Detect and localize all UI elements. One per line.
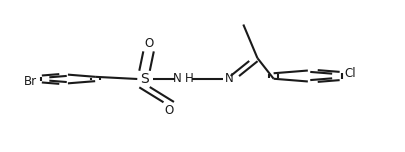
Text: N: N — [224, 73, 233, 85]
Text: Cl: Cl — [343, 67, 355, 80]
Text: O: O — [164, 104, 173, 117]
Text: Br: Br — [24, 75, 37, 88]
Text: O: O — [144, 37, 153, 50]
Text: H: H — [184, 73, 193, 85]
Text: N: N — [173, 73, 181, 85]
Text: S: S — [140, 72, 149, 86]
